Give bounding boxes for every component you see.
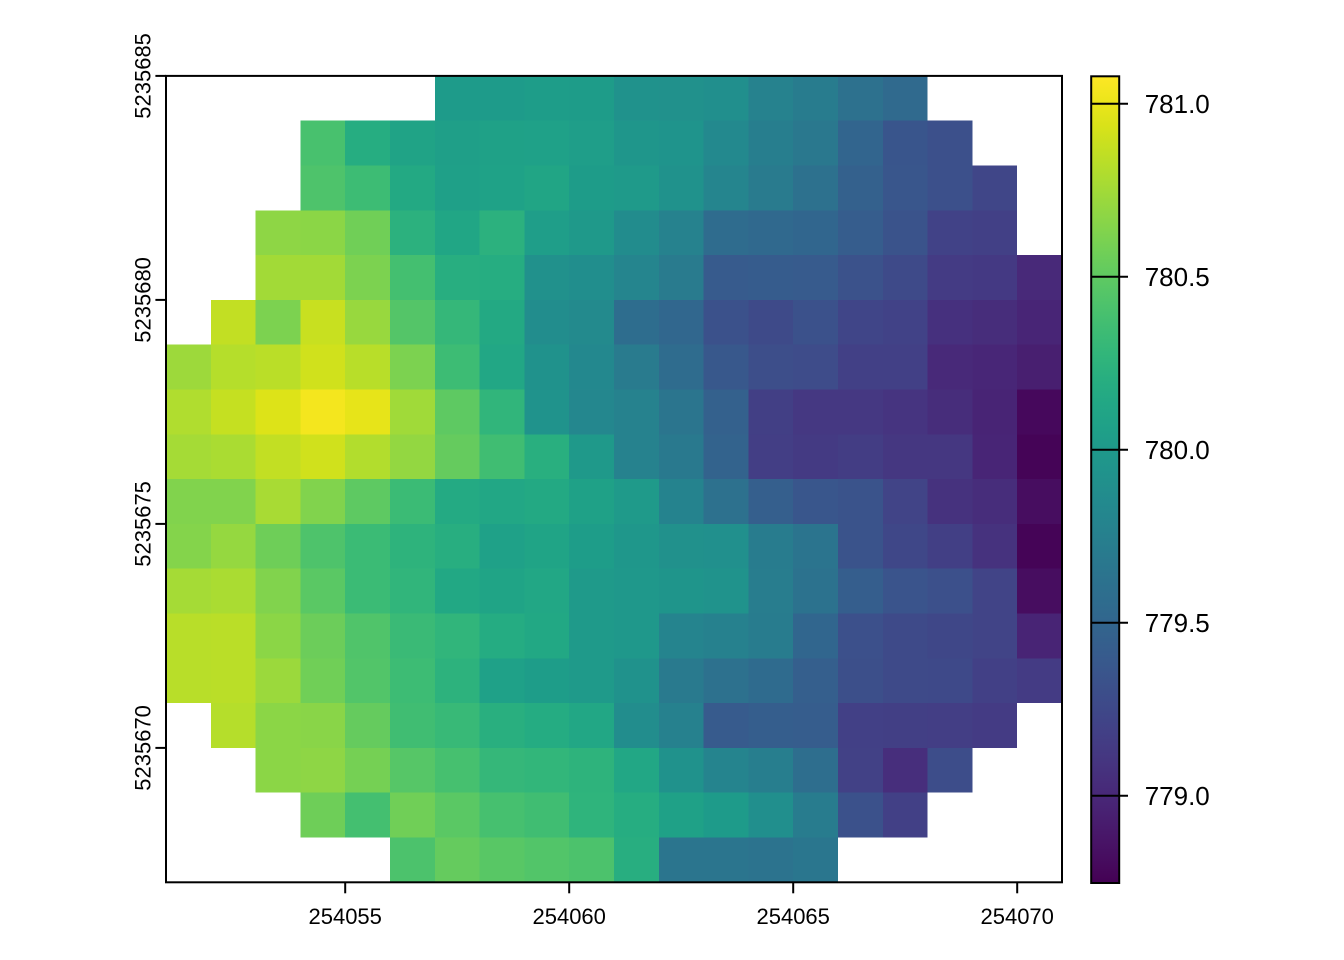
svg-text:5235670: 5235670 <box>131 705 156 791</box>
svg-text:779.0: 779.0 <box>1145 781 1210 811</box>
svg-text:5235675: 5235675 <box>131 481 156 567</box>
svg-text:254065: 254065 <box>756 904 829 929</box>
svg-text:254070: 254070 <box>980 904 1053 929</box>
svg-text:780.5: 780.5 <box>1145 262 1210 292</box>
svg-text:781.0: 781.0 <box>1145 89 1210 119</box>
svg-text:780.0: 780.0 <box>1145 435 1210 465</box>
svg-text:254055: 254055 <box>308 904 381 929</box>
svg-text:779.5: 779.5 <box>1145 608 1210 638</box>
svg-text:5235680: 5235680 <box>131 257 156 343</box>
svg-text:5235685: 5235685 <box>131 33 156 119</box>
svg-text:254060: 254060 <box>532 904 605 929</box>
